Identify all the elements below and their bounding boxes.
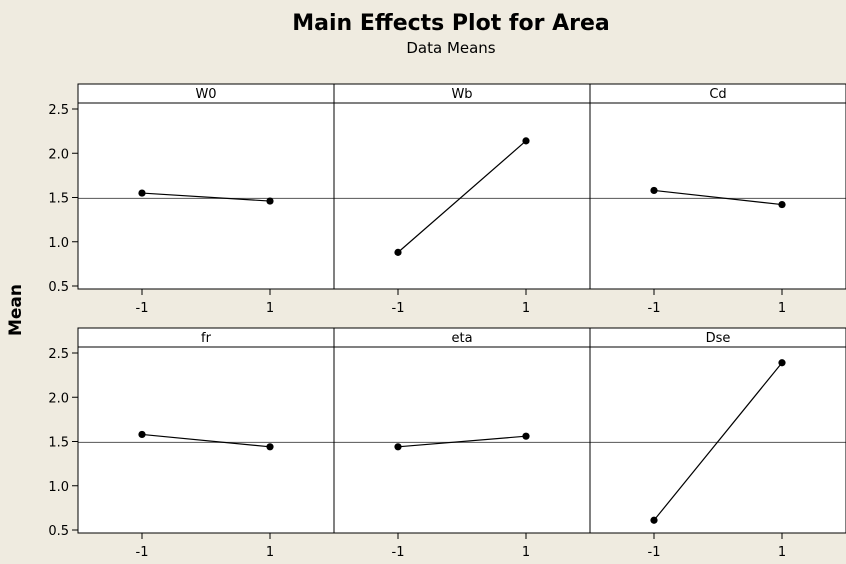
x-tick-label: 1 xyxy=(266,301,274,316)
data-point xyxy=(394,248,402,256)
y-tick-label: 1.5 xyxy=(48,192,69,207)
series-line-dse xyxy=(653,362,783,521)
y-axis-label: Mean xyxy=(6,284,26,336)
panel-border xyxy=(589,327,846,534)
y-tick-label: 2.0 xyxy=(48,147,69,162)
y-tick-label: 1.5 xyxy=(48,436,69,451)
panel-label-eta: eta xyxy=(451,331,472,346)
panel-label-wb: Wb xyxy=(451,87,472,102)
y-tick-label: 0.5 xyxy=(48,524,69,539)
panel-background xyxy=(590,328,846,533)
x-tick-label: -1 xyxy=(648,301,661,316)
y-tick-label: 2.0 xyxy=(48,391,69,406)
y-tick-label: 1.0 xyxy=(48,236,69,251)
data-point xyxy=(522,137,530,145)
y-tick-label: 1.0 xyxy=(48,480,69,495)
series-line-fr xyxy=(141,433,271,448)
panel-background xyxy=(78,328,334,533)
data-point xyxy=(138,189,146,197)
series-line-cd xyxy=(653,189,783,206)
x-tick-label: -1 xyxy=(392,301,405,316)
series-line-w0 xyxy=(141,192,271,202)
data-point xyxy=(266,197,274,205)
y-tick-label: 0.5 xyxy=(48,280,69,295)
series-line-wb xyxy=(397,140,527,253)
x-tick-label: 1 xyxy=(778,301,786,316)
x-tick-label: -1 xyxy=(136,301,149,316)
x-tick-label: 1 xyxy=(522,301,530,316)
panel-background xyxy=(334,84,590,289)
panel-label-cd: Cd xyxy=(709,87,726,102)
chart-title: Main Effects Plot for Area xyxy=(292,11,609,36)
x-tick-label: -1 xyxy=(136,545,149,560)
panel-border xyxy=(589,83,846,290)
data-point xyxy=(394,443,402,451)
data-point xyxy=(778,359,786,367)
data-point xyxy=(266,443,274,451)
panel-label-fr: fr xyxy=(201,331,212,346)
data-point xyxy=(138,430,146,439)
x-tick-label: 1 xyxy=(266,545,274,560)
x-tick-label: 1 xyxy=(778,545,786,560)
series-line-eta xyxy=(397,435,527,448)
data-point xyxy=(522,432,530,440)
panel-background xyxy=(334,328,590,533)
chart-subtitle: Data Means xyxy=(406,39,495,57)
y-tick-label: 2.5 xyxy=(48,347,69,362)
panels-group: 0.5 1.0 1.5 2.0 2.5 W0 -1 1 Wb -1 1 Cd -1 1 0.5 1.0 1.5 2… xyxy=(48,83,846,560)
data-point xyxy=(650,186,658,195)
panel-background xyxy=(78,84,334,289)
x-tick-label: -1 xyxy=(648,545,661,560)
data-point xyxy=(778,200,786,209)
y-tick-label: 2.5 xyxy=(48,103,69,118)
panel-background xyxy=(590,84,846,289)
panel-label-w0: W0 xyxy=(195,87,216,102)
x-tick-label: -1 xyxy=(392,545,405,560)
data-point xyxy=(650,516,658,524)
x-tick-label: 1 xyxy=(522,545,530,560)
panel-label-dse: Dse xyxy=(706,331,731,346)
